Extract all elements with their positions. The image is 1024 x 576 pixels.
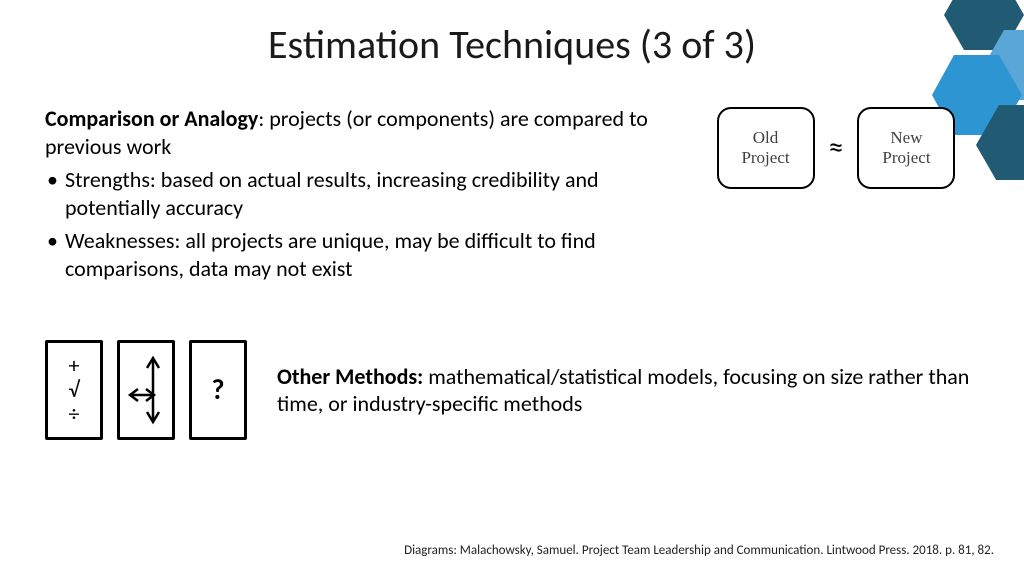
analogy-diagram: Old Project ≈ New Project xyxy=(686,100,986,195)
old-project-box: Old Project xyxy=(717,107,815,189)
card-question: ? xyxy=(189,340,247,440)
plus-glyph: + xyxy=(69,354,80,378)
sqrt-glyph: √ xyxy=(69,378,80,402)
card-math: + √ ÷ xyxy=(45,340,103,440)
comparison-heading: Comparison or Analogy xyxy=(45,105,258,132)
bullet-strengths: Strengths: based on actual results, incr… xyxy=(65,166,675,221)
new-project-label: New Project xyxy=(882,128,930,167)
other-methods-heading: Other Methods: xyxy=(277,363,423,390)
old-project-label: Old Project xyxy=(741,128,789,167)
cards-diagram: + √ ÷ ? xyxy=(45,340,247,440)
citation: Diagrams: Malachowsky, Samuel. Project T… xyxy=(404,543,994,558)
other-methods-section: + √ ÷ ? Other Metho xyxy=(45,340,984,440)
card-arrows xyxy=(117,340,175,440)
comparison-section: Comparison or Analogy: projects (or comp… xyxy=(45,105,675,282)
comparison-bullets: Strengths: based on actual results, incr… xyxy=(45,166,675,282)
comparison-lead: Comparison or Analogy: projects (or comp… xyxy=(45,105,675,160)
other-methods-text: Other Methods: mathematical/statistical … xyxy=(277,363,984,418)
divide-glyph: ÷ xyxy=(69,402,80,426)
slide-title: Estimation Techniques (3 of 3) xyxy=(0,20,1024,69)
bullet-weaknesses: Weaknesses: all projects are unique, may… xyxy=(65,227,675,282)
slide: Estimation Techniques (3 of 3) Compariso… xyxy=(0,0,1024,576)
question-glyph: ? xyxy=(212,376,225,404)
new-project-box: New Project xyxy=(857,107,955,189)
approx-symbol: ≈ xyxy=(829,129,844,166)
arrows-icon xyxy=(126,350,166,430)
